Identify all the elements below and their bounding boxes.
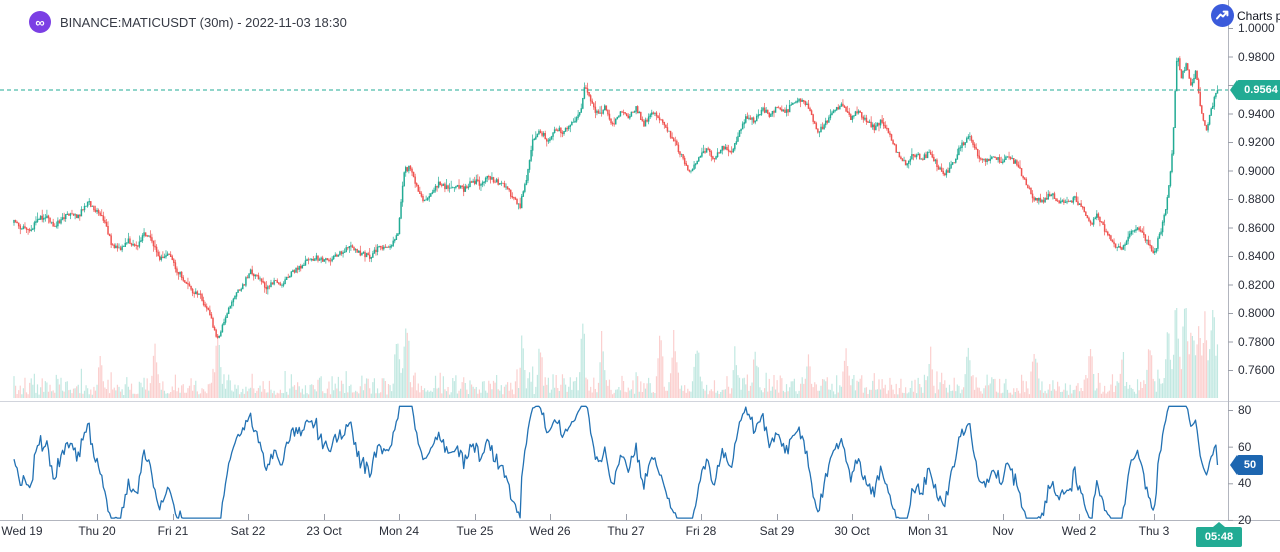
price-tick-label: 0.9000 bbox=[1238, 163, 1275, 178]
price-tick-label: 0.9800 bbox=[1238, 49, 1275, 64]
time-tick-label: Mon 24 bbox=[378, 524, 420, 538]
time-tick-label: Fri 21 bbox=[157, 524, 189, 538]
rsi-tick-label: 60 bbox=[1238, 439, 1252, 454]
price-tick-label: 0.9200 bbox=[1238, 135, 1275, 149]
time-tick-label: Tue 25 bbox=[456, 524, 494, 538]
price-tick-label: 0.8600 bbox=[1238, 220, 1275, 235]
time-tick-label: Sat 22 bbox=[230, 524, 266, 538]
time-tick-label: Wed 2 bbox=[1061, 524, 1097, 538]
trending-up-icon bbox=[1211, 4, 1234, 27]
time-tick-label: Sat 29 bbox=[759, 524, 795, 538]
axis-tick-marks bbox=[22, 28, 1233, 521]
price-tick-label: 1.0000 bbox=[1238, 21, 1275, 35]
time-tick-label: Thu 27 bbox=[607, 524, 645, 538]
chart-legend: ∞ BINANCE:MATICUSDT (30m) - 2022-11-03 1… bbox=[29, 11, 347, 33]
time-tick-label: Mon 31 bbox=[907, 524, 949, 538]
time-tick-label: Wed 19 bbox=[1, 524, 43, 538]
candlestick-series bbox=[13, 56, 1219, 339]
price-tick-label: 0.8000 bbox=[1238, 306, 1275, 320]
matic-token-icon: ∞ bbox=[29, 11, 51, 33]
price-tick-label: 0.8800 bbox=[1238, 192, 1275, 206]
time-tick-label: Wed 26 bbox=[529, 524, 571, 538]
price-tick-label: 0.8400 bbox=[1238, 249, 1275, 263]
price-tick-label: 0.9400 bbox=[1238, 106, 1275, 121]
price-tick-label: 0.8200 bbox=[1238, 277, 1275, 292]
volume-bars bbox=[13, 308, 1219, 398]
chart-title: BINANCE:MATICUSDT (30m) - 2022-11-03 18:… bbox=[60, 14, 347, 30]
time-tick-label: 23 Oct bbox=[306, 524, 342, 538]
time-tick-label: Thu 20 bbox=[78, 524, 116, 538]
tradingview-attribution[interactable]: Charts p bbox=[1211, 4, 1280, 27]
rsi-tick-label: 80 bbox=[1238, 403, 1252, 417]
time-tick-label: Nov bbox=[992, 524, 1014, 538]
time-tick-label: Fri 28 bbox=[685, 524, 717, 538]
price-tick-label: 0.7600 bbox=[1238, 363, 1275, 377]
rsi-value-tag: 50 bbox=[1230, 455, 1263, 475]
price-tick-label: 0.7800 bbox=[1238, 334, 1275, 349]
rsi-line-series bbox=[13, 405, 1219, 519]
time-tick-label: 30 Oct bbox=[834, 524, 870, 538]
rsi-tick-label: 40 bbox=[1238, 476, 1252, 491]
attribution-text: Charts p bbox=[1237, 8, 1280, 23]
time-tick-label: Thu 3 bbox=[1138, 524, 1170, 538]
last-price-tag: 0.9564 bbox=[1230, 80, 1280, 100]
rsi-tick-label: 20 bbox=[1238, 512, 1252, 527]
last-time-tag: 05:48 bbox=[1196, 527, 1242, 547]
